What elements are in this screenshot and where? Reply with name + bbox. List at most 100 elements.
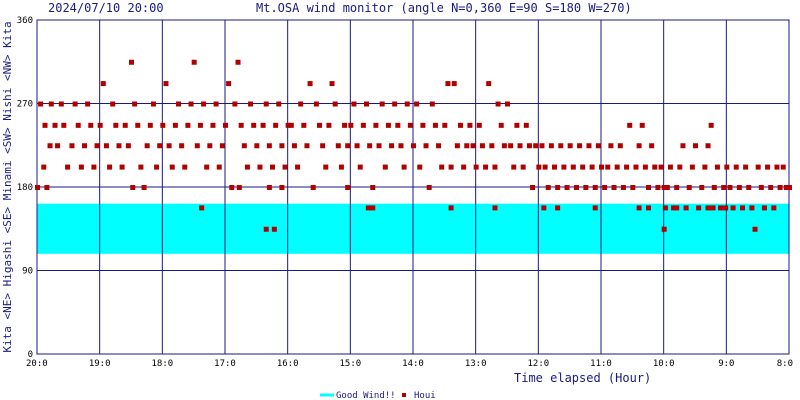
- houi-point: [667, 164, 673, 170]
- houi-point: [226, 81, 232, 87]
- houi-point: [733, 164, 739, 170]
- houi-point: [718, 205, 724, 211]
- houi-point: [379, 101, 385, 107]
- houi-point: [727, 185, 733, 190]
- houi-point: [326, 122, 332, 128]
- houi-point: [373, 122, 379, 128]
- houi-point: [276, 101, 282, 107]
- houi-point: [320, 143, 326, 149]
- houi-point: [523, 122, 529, 128]
- houi-point: [686, 185, 692, 190]
- houi-point: [238, 122, 244, 128]
- houi-point: [263, 101, 269, 107]
- houi-point: [411, 143, 416, 149]
- houi-point: [323, 164, 329, 170]
- houi-point: [72, 101, 78, 107]
- houi-point: [219, 143, 225, 149]
- houi-point: [389, 143, 395, 149]
- houi-point: [768, 185, 774, 190]
- houi-point: [116, 143, 122, 149]
- houi-point: [605, 164, 611, 170]
- houi-point: [301, 122, 307, 128]
- houi-point: [711, 185, 717, 190]
- houi-point: [370, 185, 376, 190]
- houi-point: [154, 164, 160, 170]
- houi-point: [555, 205, 561, 211]
- houi-point: [91, 164, 97, 170]
- x-tick-label: 20:0: [26, 359, 48, 369]
- houi-point: [577, 143, 583, 149]
- houi-point: [710, 205, 716, 211]
- houi-point: [417, 164, 423, 170]
- houi-point: [204, 164, 210, 170]
- houi-point: [47, 143, 53, 149]
- houi-point: [489, 143, 495, 149]
- houi-point: [674, 205, 680, 211]
- houi-point: [335, 143, 341, 149]
- houi-point: [199, 205, 205, 211]
- houi-point: [752, 226, 758, 232]
- houi-point: [342, 122, 348, 128]
- houi-point: [78, 164, 84, 170]
- houi-point: [454, 143, 460, 149]
- houi-point: [467, 122, 473, 128]
- y-tick-label: 360: [17, 16, 33, 26]
- houi-point: [61, 122, 67, 128]
- houi-point: [97, 122, 103, 128]
- houi-point: [583, 185, 589, 190]
- houi-point: [476, 122, 482, 128]
- chart-title: Mt.OSA wind monitor (angle N=0,360 E=90 …: [256, 1, 632, 15]
- houi-point: [464, 143, 470, 149]
- houi-point: [48, 101, 54, 107]
- houi-point: [58, 101, 64, 107]
- houi-point: [138, 164, 144, 170]
- x-tick-label: 17:0: [214, 359, 236, 369]
- houi-point: [714, 164, 720, 170]
- x-tick-label: 13:0: [465, 359, 487, 369]
- houi-point: [617, 143, 623, 149]
- x-axis-label: Time elapsed (Hour): [514, 371, 651, 385]
- houi-point: [708, 122, 714, 128]
- houi-point: [655, 185, 661, 190]
- houi-point: [236, 185, 242, 190]
- houi-point: [329, 81, 335, 87]
- houi-point: [271, 226, 277, 232]
- houi-point: [545, 185, 551, 190]
- houi-point: [213, 101, 219, 107]
- houi-point: [639, 122, 645, 128]
- houi-point: [364, 101, 369, 107]
- houi-point: [674, 185, 680, 190]
- houi-point: [103, 143, 109, 149]
- x-tick-label: 11:0: [590, 359, 612, 369]
- houi-point: [677, 164, 683, 170]
- houi-point: [552, 164, 557, 170]
- houi-point: [185, 122, 191, 128]
- houi-point: [42, 122, 48, 128]
- houi-point: [564, 185, 570, 190]
- houi-point: [595, 143, 601, 149]
- houi-point: [407, 122, 413, 128]
- houi-point: [191, 59, 197, 65]
- houi-point: [216, 164, 222, 170]
- houi-point: [436, 143, 442, 149]
- houi-point: [348, 122, 354, 128]
- houi-point: [602, 185, 608, 190]
- houi-point: [414, 101, 420, 107]
- houi-point: [429, 101, 435, 107]
- houi-point: [82, 143, 87, 149]
- houi-point: [787, 185, 792, 190]
- houi-point: [332, 101, 338, 107]
- x-tick-label: 9:0: [718, 359, 734, 369]
- houi-point: [44, 185, 50, 190]
- houi-point: [354, 143, 360, 149]
- houi-point: [774, 164, 780, 170]
- houi-point: [279, 143, 285, 149]
- houi-point: [367, 143, 373, 149]
- y-tick-label: 270: [17, 100, 33, 110]
- houi-point: [526, 143, 532, 149]
- houi-point: [458, 122, 463, 128]
- houi-point: [448, 205, 454, 211]
- houi-point: [445, 81, 451, 87]
- houi-point: [702, 164, 708, 170]
- houi-point: [132, 101, 138, 107]
